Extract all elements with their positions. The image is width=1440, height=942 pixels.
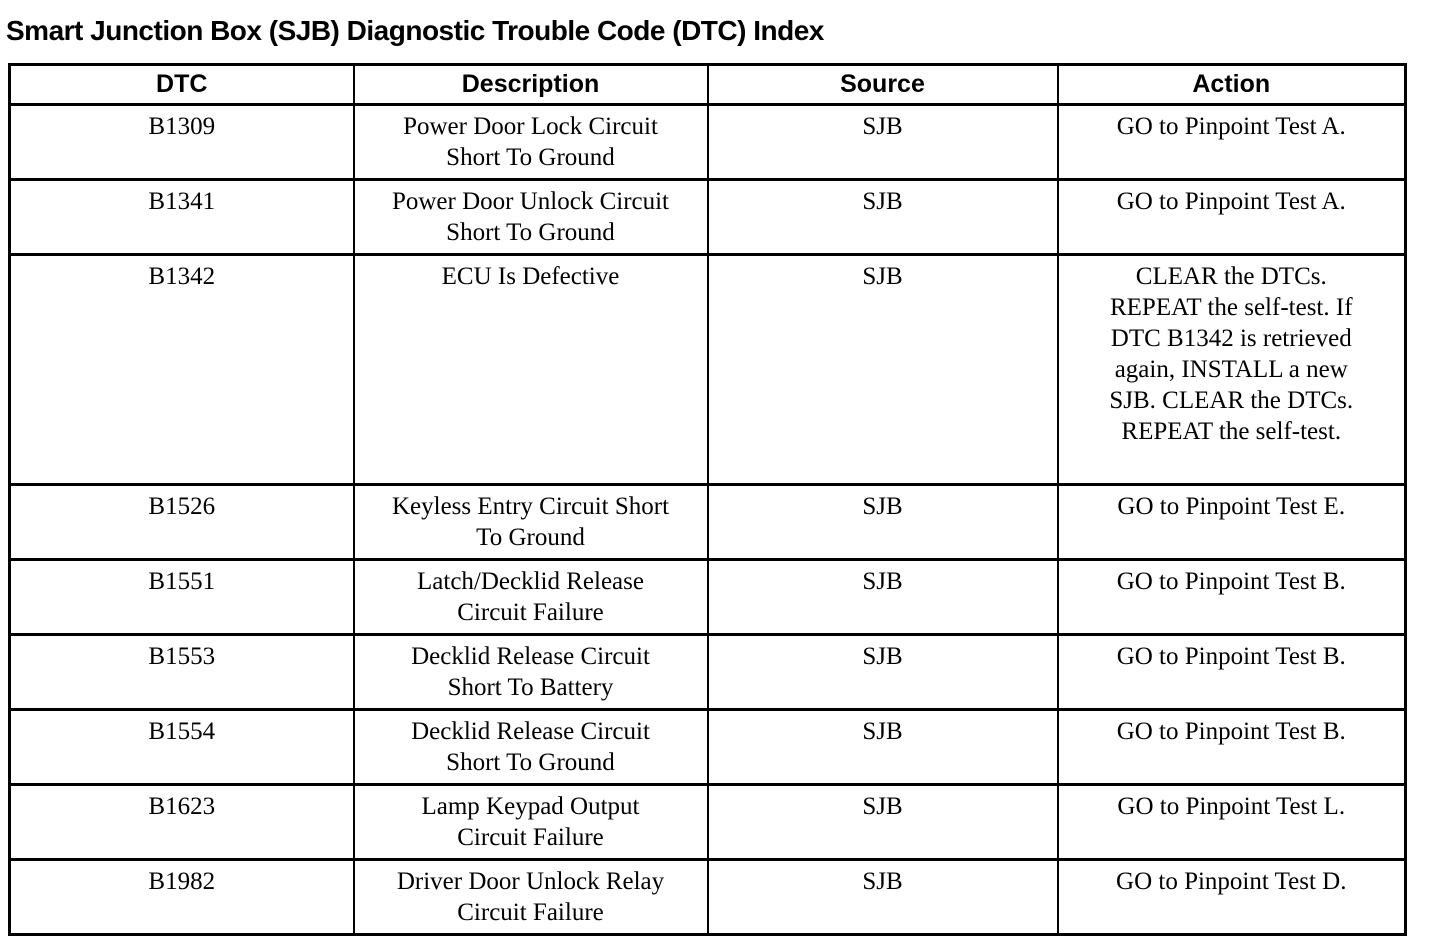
table-row-b1341: B1341 Power Door Unlock Circuit Short To… xyxy=(8,178,1407,256)
source-cell: SJB xyxy=(706,783,1059,861)
source-cell: SJB xyxy=(706,858,1059,936)
table-row-b1342: B1342 ECU Is Defective SJB CLEAR the DTC… xyxy=(8,253,1407,486)
table-row-b1309: B1309 Power Door Lock Circuit Short To G… xyxy=(8,103,1407,181)
table-header: DTC Description Source Action xyxy=(8,63,1407,106)
dtc-cell: B1623 xyxy=(8,783,355,861)
table-row-b1623: B1623 Lamp Keypad Output Circuit Failure… xyxy=(8,783,1407,861)
source-cell: SJB xyxy=(706,633,1059,711)
table-row-b1554: B1554 Decklid Release Circuit Short To G… xyxy=(8,708,1407,786)
table-row-b1551: B1551 Latch/Decklid Release Circuit Fail… xyxy=(8,558,1407,636)
action-cell: GO to Pinpoint Test B. xyxy=(1056,708,1407,786)
source-cell: SJB xyxy=(706,103,1059,181)
description-cell: Decklid Release Circuit Short To Ground xyxy=(352,708,709,786)
description-cell: Driver Door Unlock Relay Circuit Failure xyxy=(352,858,709,936)
action-cell: GO to Pinpoint Test A. xyxy=(1056,178,1407,256)
column-header-dtc: DTC xyxy=(8,63,355,106)
description-cell: Power Door Unlock Circuit Short To Groun… xyxy=(352,178,709,256)
action-cell: GO to Pinpoint Test D. xyxy=(1056,858,1407,936)
column-header-description: Description xyxy=(352,63,709,106)
action-cell: GO to Pinpoint Test L. xyxy=(1056,783,1407,861)
column-header-source: Source xyxy=(706,63,1059,106)
description-cell: Keyless Entry Circuit Short To Ground xyxy=(352,483,709,561)
table-row-b1526: B1526 Keyless Entry Circuit Short To Gro… xyxy=(8,483,1407,561)
header-row: DTC Description Source Action xyxy=(8,63,1407,106)
dtc-cell: B1553 xyxy=(8,633,355,711)
description-cell: Power Door Lock Circuit Short To Ground xyxy=(352,103,709,181)
source-cell: SJB xyxy=(706,483,1059,561)
dtc-cell: B1341 xyxy=(8,178,355,256)
action-cell: GO to Pinpoint Test E. xyxy=(1056,483,1407,561)
table-body: B1309 Power Door Lock Circuit Short To G… xyxy=(8,103,1407,936)
dtc-cell: B1342 xyxy=(8,253,355,486)
action-cell: GO to Pinpoint Test B. xyxy=(1056,558,1407,636)
dtc-cell: B1526 xyxy=(8,483,355,561)
table-row-b1982: B1982 Driver Door Unlock Relay Circuit F… xyxy=(8,858,1407,936)
description-cell: ECU Is Defective xyxy=(352,253,709,486)
action-cell: GO to Pinpoint Test A. xyxy=(1056,103,1407,181)
dtc-cell: B1554 xyxy=(8,708,355,786)
description-cell: Decklid Release Circuit Short To Battery xyxy=(352,633,709,711)
description-cell: Lamp Keypad Output Circuit Failure xyxy=(352,783,709,861)
description-cell: Latch/Decklid Release Circuit Failure xyxy=(352,558,709,636)
dtc-cell: B1309 xyxy=(8,103,355,181)
source-cell: SJB xyxy=(706,178,1059,256)
column-header-action: Action xyxy=(1056,63,1407,106)
action-cell: CLEAR the DTCs. REPEAT the self-test. If… xyxy=(1056,253,1407,486)
table-row-b1553: B1553 Decklid Release Circuit Short To B… xyxy=(8,633,1407,711)
source-cell: SJB xyxy=(706,558,1059,636)
dtc-cell: B1982 xyxy=(8,858,355,936)
source-cell: SJB xyxy=(706,708,1059,786)
dtc-index-table: DTC Description Source Action B1309 Powe… xyxy=(8,63,1407,936)
page-title: Smart Junction Box (SJB) Diagnostic Trou… xyxy=(6,15,824,46)
dtc-cell: B1551 xyxy=(8,558,355,636)
source-cell: SJB xyxy=(706,253,1059,486)
action-cell: GO to Pinpoint Test B. xyxy=(1056,633,1407,711)
